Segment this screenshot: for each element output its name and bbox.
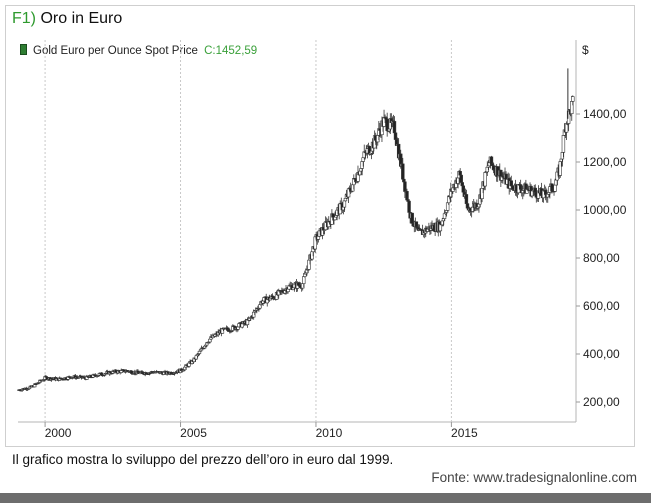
x-tick-label: 2010 [316,426,343,440]
candle-body [407,200,411,213]
legend-close-value: C:1452,59 [204,45,258,57]
y-tick-label: 400,00 [583,347,620,361]
legend: Gold Euro per Ounce Spot Price C:1452,59 [20,44,257,57]
chart-title: F1) Oro in Euro [12,10,122,28]
candle-body [303,273,307,277]
candle-body [333,216,337,221]
figure-source: Fonte: www.tradesignalonline.com [431,470,637,485]
x-tick-label: 2015 [451,426,478,440]
x-tick-label: 2005 [180,426,207,440]
y-tick-label: 1200,00 [583,155,627,169]
candle-body [316,236,321,240]
candle-body [401,163,405,180]
candle-body [342,200,347,208]
candle-body [561,135,566,153]
candle-body [489,156,494,165]
candle-body [402,178,406,183]
figure-number: F1) [12,10,36,27]
y-axis-unit: $ [582,43,589,57]
title-text: Oro in Euro [40,10,123,27]
figure-caption: Il grafico mostra lo sviluppo del prezzo… [12,452,394,467]
legend-series-label: Gold Euro per Ounce Spot Price [33,45,198,57]
candle-body [331,213,335,218]
candle-body [410,212,414,224]
candle-body [302,276,306,284]
candle-body [553,184,557,192]
y-tick-label: 600,00 [583,299,620,313]
y-tick-label: 1400,00 [583,107,627,121]
candlestick-series [17,95,575,392]
candle-body [533,187,537,193]
candle-body [483,172,487,187]
bottom-bar [0,493,651,503]
y-tick-label: 800,00 [583,251,620,265]
y-tick-label: 200,00 [583,395,620,409]
candle-legend-icon [20,44,27,55]
candle-body [197,350,202,354]
y-tick-label: 1000,00 [583,203,627,217]
x-tick-label: 2000 [45,426,72,440]
candle-body [571,96,575,102]
